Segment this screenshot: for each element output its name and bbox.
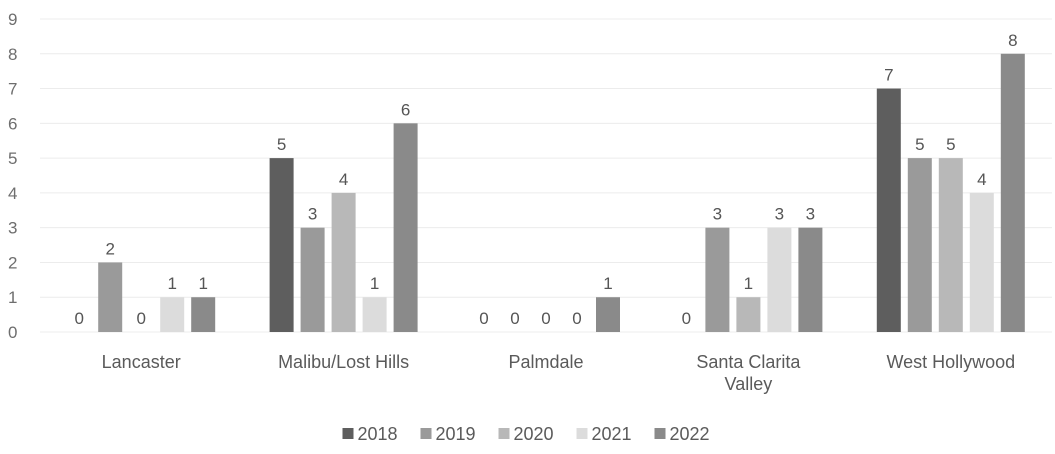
data-label: 3 [713, 205, 722, 224]
data-label: 1 [198, 274, 207, 293]
bar-2021-1 [362, 297, 387, 332]
legend-swatch [342, 428, 354, 439]
bar-2019-3 [705, 227, 730, 332]
y-tick-label: 8 [8, 45, 17, 64]
data-label: 0 [479, 309, 488, 328]
y-tick-label: 9 [8, 10, 17, 29]
category-label: Palmdale [508, 352, 583, 372]
legend-swatch [420, 428, 432, 439]
data-label: 2 [105, 239, 114, 258]
data-label: 3 [806, 205, 815, 224]
data-label: 1 [167, 274, 176, 293]
y-tick-label: 5 [8, 149, 17, 168]
y-tick-label: 4 [8, 184, 17, 203]
bar-2018-1 [269, 158, 294, 332]
legend-label: 2021 [592, 424, 632, 444]
y-tick-label: 6 [8, 114, 17, 133]
data-label: 6 [401, 100, 410, 119]
data-label: 5 [915, 135, 924, 154]
data-label: 5 [946, 135, 955, 154]
bar-2020-4 [938, 158, 963, 332]
data-label: 0 [136, 309, 145, 328]
category-label: Santa Clarita Valley [696, 352, 801, 394]
legend: 2018 2019 2020 2021 2022 [342, 424, 710, 444]
bar-2019-0 [98, 262, 123, 332]
legend-swatch [654, 428, 666, 439]
data-label: 4 [339, 170, 348, 189]
data-label: 8 [1008, 31, 1017, 50]
y-axis-ticks: 0 1 2 3 4 5 6 7 8 9 [8, 10, 17, 342]
bar-2020-1 [331, 192, 356, 332]
data-label: 3 [308, 205, 317, 224]
y-tick-label: 7 [8, 80, 17, 99]
data-label: 3 [775, 205, 784, 224]
data-label: 4 [977, 170, 986, 189]
bar-2022-4 [1000, 53, 1025, 333]
data-label: 5 [277, 135, 286, 154]
data-labels: 0 2 0 1 1 5 3 4 1 6 0 0 0 0 1 0 3 1 3 3 7 5 5 4 8 [74, 31, 1017, 328]
data-label: 0 [510, 309, 519, 328]
bar-2022-1 [393, 123, 418, 332]
bar-2021-3 [767, 227, 792, 332]
bars [98, 53, 1025, 333]
category-label: Lancaster [102, 352, 181, 372]
category-label: Malibu/Lost Hills [278, 352, 409, 372]
bar-2019-4 [907, 158, 932, 332]
bar-2022-2 [596, 297, 620, 332]
data-label: 0 [74, 309, 83, 328]
bar-2022-3 [798, 227, 823, 332]
legend-swatch [576, 428, 588, 439]
category-label: West Hollywood [886, 352, 1015, 372]
legend-label: 2018 [358, 424, 398, 444]
data-label: 1 [603, 274, 612, 293]
data-label: 1 [370, 274, 379, 293]
bar-2018-4 [876, 88, 901, 332]
y-tick-label: 0 [8, 323, 17, 342]
bar-2019-1 [300, 227, 325, 332]
data-label: 0 [572, 309, 581, 328]
bar-2020-3 [736, 297, 761, 332]
y-tick-label: 1 [8, 288, 17, 307]
legend-label: 2019 [436, 424, 476, 444]
bar-2021-4 [969, 192, 994, 332]
data-label: 1 [744, 274, 753, 293]
legend-label: 2020 [514, 424, 554, 444]
data-label: 7 [884, 66, 893, 85]
y-tick-label: 2 [8, 253, 17, 272]
x-axis-categories: Lancaster Malibu/Lost Hills Palmdale Santa … [102, 352, 1015, 394]
bar-2021-0 [160, 297, 185, 332]
legend-swatch [498, 428, 510, 439]
bar-2022-0 [191, 297, 216, 332]
data-label: 0 [541, 309, 550, 328]
y-tick-label: 3 [8, 219, 17, 238]
legend-label: 2022 [670, 424, 710, 444]
data-label: 0 [682, 309, 691, 328]
